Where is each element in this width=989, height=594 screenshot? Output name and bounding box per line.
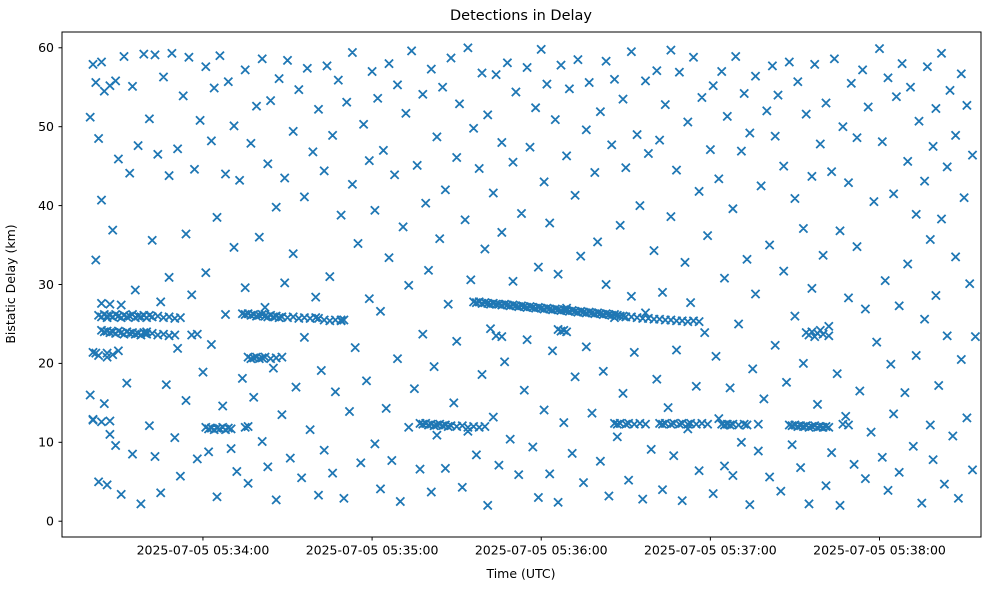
y-axis-label: Bistatic Delay (km) (3, 224, 18, 343)
y-tick-label: 0 (46, 514, 54, 529)
chart-title: Detections in Delay (450, 8, 592, 24)
y-tick-label: 50 (38, 119, 54, 134)
plot-border (61, 31, 982, 538)
x-tick-label: 2025-07-05 05:36:00 (475, 543, 608, 558)
y-tick-label: 10 (38, 435, 54, 450)
y-tick-label: 40 (38, 198, 54, 213)
x-axis-label: Time (UTC) (485, 566, 555, 581)
x-tick-label: 2025-07-05 05:35:00 (306, 543, 439, 558)
axes-layer: 2025-07-05 05:34:00 2025-07-05 05:35:00 20… (38, 40, 946, 557)
y-tick-label: 60 (38, 40, 54, 55)
x-tick-label: 2025-07-05 05:34:00 (137, 543, 270, 558)
y-tick-label: 20 (38, 356, 54, 371)
x-tick-label: 2025-07-05 05:37:00 (644, 543, 777, 558)
x-tick-label: 2025-07-05 05:38:00 (813, 543, 946, 558)
scatter-points (85, 43, 981, 511)
y-tick-label: 30 (38, 277, 54, 292)
